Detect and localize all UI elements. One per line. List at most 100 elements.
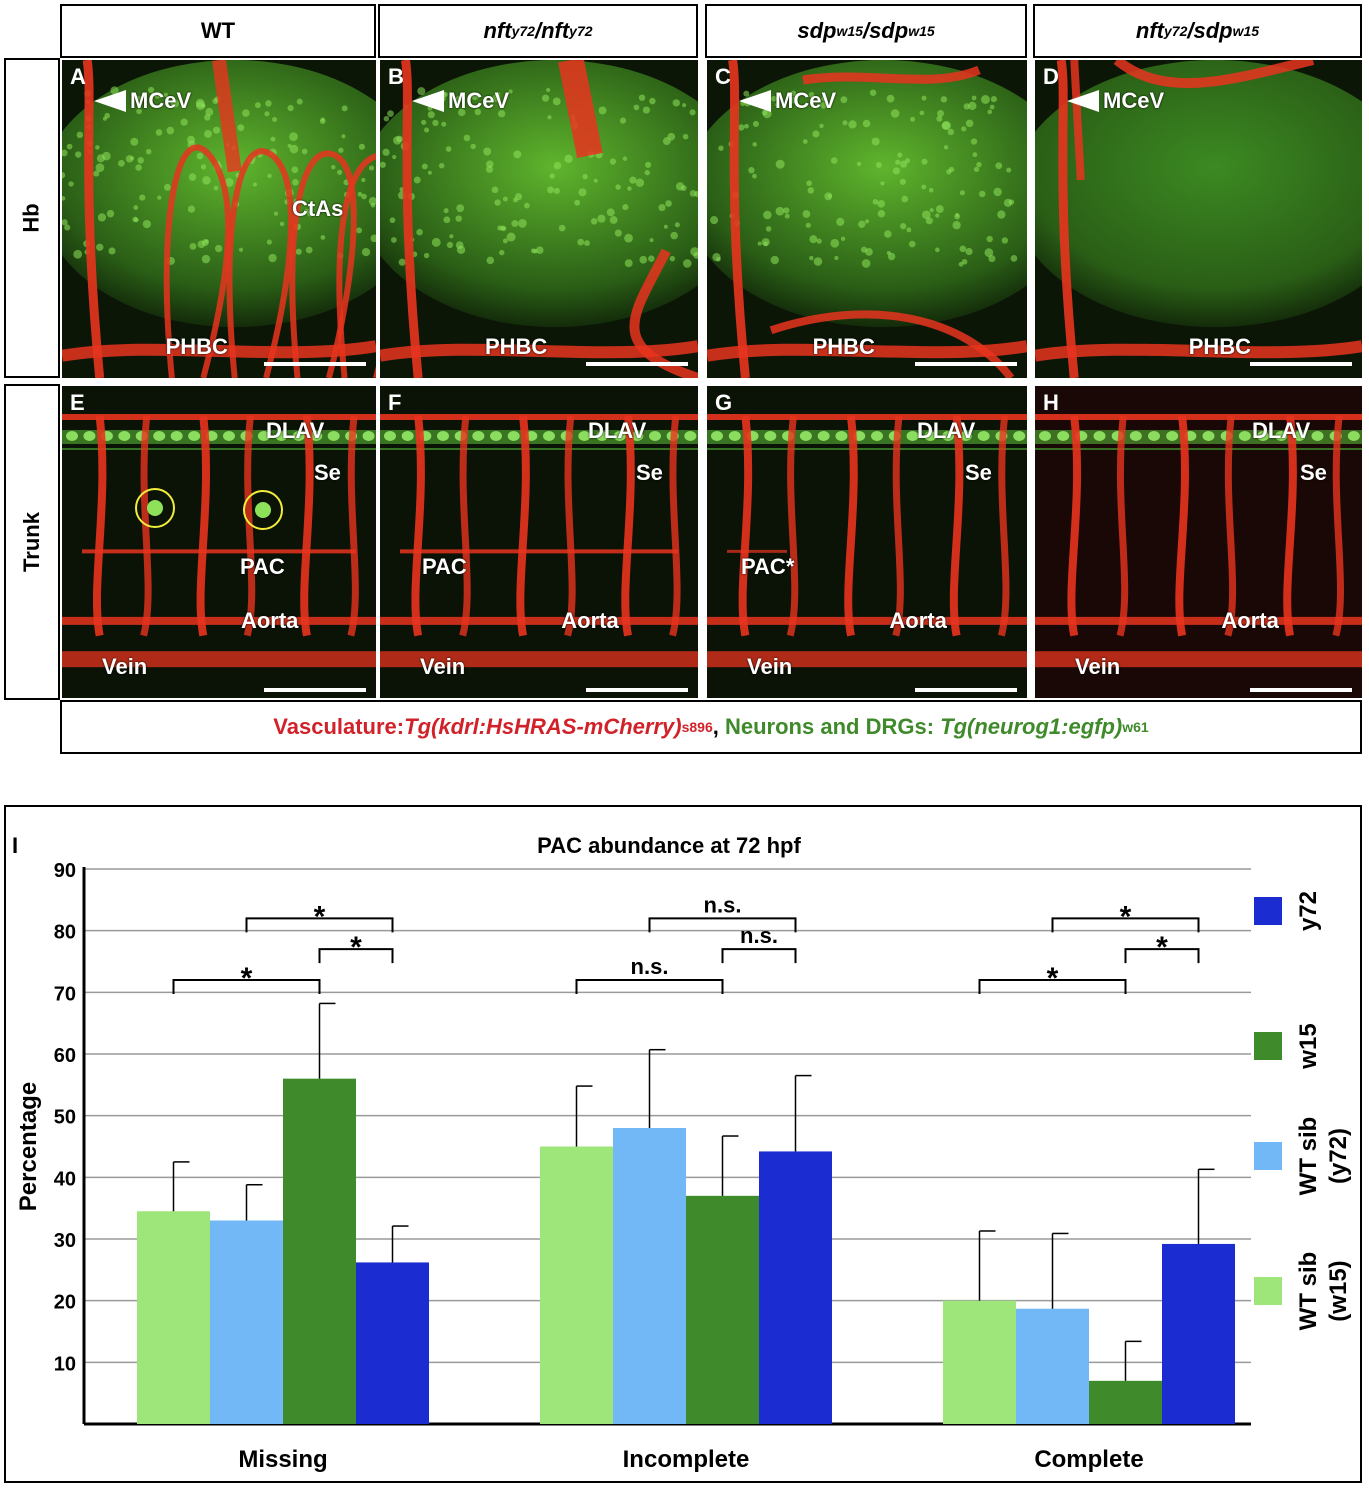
significance-bracket <box>245 917 394 933</box>
significance-bracket <box>172 979 321 994</box>
scale-bar <box>1250 688 1352 692</box>
significance-label: n.s. <box>704 892 742 917</box>
significance-label: * <box>1047 962 1059 995</box>
column-header-nftsdp-sep: / <box>1187 18 1194 43</box>
significance-bracket <box>1124 948 1200 964</box>
scale-bar <box>1250 362 1352 366</box>
column-header-sdp-sup: w15 <box>836 23 863 39</box>
x-category-label: Complete <box>1034 1446 1143 1473</box>
neurons-label: Neurons and DRGs: <box>725 714 941 739</box>
significance-label: * <box>241 962 253 995</box>
hindbrain-panel-a: A MCeV PHBC CtAs <box>62 60 376 378</box>
bar-y72 <box>356 1262 429 1424</box>
bar-w15 <box>686 1195 759 1424</box>
column-header-sdp-sup2: w15 <box>908 23 935 39</box>
trunk-micrograph <box>380 386 698 698</box>
column-header-sdp: sdp w15/sdp w15 <box>705 4 1027 58</box>
vein-label: Vein <box>1075 654 1121 679</box>
significance-bracket <box>1051 917 1200 933</box>
panel-letter: H <box>1043 390 1059 415</box>
legend-label: (w15) <box>1325 1260 1352 1321</box>
significance-label: * <box>350 931 362 964</box>
hindbrain-micrograph <box>707 60 1027 378</box>
hindbrain-micrograph <box>380 60 698 378</box>
significance-bracket <box>648 917 797 933</box>
dlav-label: DLAV <box>588 418 647 443</box>
column-header-wt-label: WT <box>200 18 236 43</box>
scale-bar <box>264 362 366 366</box>
hindbrain-micrograph <box>1035 60 1362 378</box>
scale-bar <box>264 688 366 692</box>
phbc-label: PHBC <box>812 334 875 359</box>
column-header-nft-label: nft <box>483 18 512 43</box>
trunk-panel-g: G DLAV Se PAC* Aorta Vein <box>707 386 1027 698</box>
pac-abundance-chart: I PAC abundance at 72 hpf 10 20 30 40 50 60 70 80… <box>12 833 1352 1473</box>
x-category-label: Missing <box>238 1446 327 1473</box>
column-header-sdp-label: sdp <box>797 18 837 43</box>
panel-letter: A <box>70 64 86 89</box>
se-label: Se <box>636 460 663 485</box>
column-header-nft-sup: y72 <box>511 23 535 39</box>
neurons-transgene: Tg(neurog1:egfp) <box>940 714 1123 739</box>
legend-label: (y72) <box>1325 1128 1352 1184</box>
trunk-micrograph <box>707 386 1027 698</box>
y-tick-label: 40 <box>54 1168 76 1190</box>
row-label-hb-text: Hb <box>18 203 44 233</box>
mcev-label: MCeV <box>448 88 510 113</box>
bar-wt-sib-y72- <box>1016 1308 1089 1424</box>
y-tick-label: 60 <box>54 1045 76 1067</box>
aorta-label: Aorta <box>240 608 299 633</box>
x-category-label: Incomplete <box>623 1446 750 1473</box>
legend-label: y72 <box>1295 891 1322 931</box>
bar-y72 <box>1162 1243 1235 1424</box>
ctas-label: CtAs <box>292 196 344 221</box>
vasculature-transgene: Tg(kdrl:HsHRAS-mCherry) <box>404 714 682 739</box>
se-label: Se <box>965 460 992 485</box>
dlav-label: DLAV <box>1252 418 1311 443</box>
vein-label: Vein <box>747 654 793 679</box>
legend-swatch <box>1254 897 1282 925</box>
bar-wt-sib-y72- <box>210 1220 283 1424</box>
mcev-label: MCeV <box>775 88 837 113</box>
legend-label: WT sib <box>1295 1117 1322 1196</box>
column-header-nft-sep: / <box>534 18 542 43</box>
column-header-nft-label2: nft <box>541 18 570 43</box>
vein-label: Vein <box>102 654 148 679</box>
column-header-nftsdp-sup: y72 <box>1164 23 1188 39</box>
y-tick-label: 90 <box>54 860 76 882</box>
bar-wt-sib-y72- <box>613 1128 686 1424</box>
se-label: Se <box>314 460 341 485</box>
significance-label: * <box>1156 931 1168 964</box>
vein-label: Vein <box>420 654 466 679</box>
significance-bracket <box>721 948 797 964</box>
y-tick-label: 10 <box>54 1353 76 1375</box>
scale-bar <box>915 688 1017 692</box>
row-label-hb: Hb <box>4 58 60 378</box>
scale-bar <box>915 362 1017 366</box>
significance-label: n.s. <box>631 954 669 979</box>
trunk-panel-h: H DLAV Se Aorta Vein <box>1035 386 1362 698</box>
neurons-allele: w61 <box>1122 719 1149 735</box>
panel-letter: F <box>388 390 402 415</box>
y-tick-label: 50 <box>54 1107 76 1129</box>
pac-label: PAC <box>422 554 467 579</box>
panel-letter: B <box>388 64 404 89</box>
arrowhead-icon <box>94 90 126 112</box>
panel-letter: G <box>715 390 733 415</box>
hindbrain-panel-c: C MCeV PHBC <box>707 60 1027 378</box>
row-label-trunk-text: Trunk <box>19 512 44 572</box>
legend-label: w15 <box>1295 1023 1322 1069</box>
panel-letter: E <box>70 390 85 415</box>
bar-wt-sib-w15- <box>137 1211 210 1424</box>
column-header-nft: nft y72/nft y72 <box>378 4 698 58</box>
bar-wt-sib-w15- <box>943 1300 1016 1424</box>
significance-bracket <box>978 979 1127 994</box>
phbc-label: PHBC <box>165 334 228 359</box>
column-header-wt: WT <box>60 4 376 58</box>
arrowhead-icon <box>412 90 444 112</box>
se-label: Se <box>1300 460 1327 485</box>
chart-panel-letter: I <box>12 833 18 858</box>
pac-label: PAC <box>240 554 285 579</box>
aorta-label: Aorta <box>889 608 947 633</box>
chart-title: PAC abundance at 72 hpf <box>537 833 801 858</box>
